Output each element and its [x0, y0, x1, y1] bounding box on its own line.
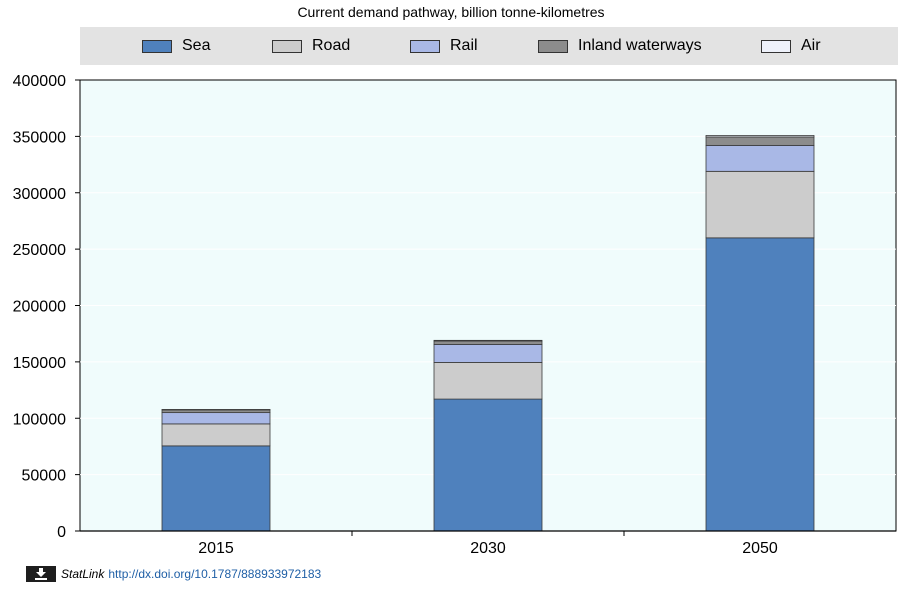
statlink-url[interactable]: http://dx.doi.org/10.1787/888933972183	[108, 567, 322, 581]
bar-road-2015	[161, 423, 271, 447]
legend-swatch-road	[272, 39, 302, 53]
bar-road-2030	[433, 362, 543, 400]
y-tick-label: 300000	[13, 186, 66, 203]
bar-road-2050	[705, 170, 815, 239]
legend-item-inland-waterways: Inland waterways	[538, 37, 702, 55]
legend-item-rail: Rail	[410, 37, 478, 55]
bar-air-2030	[433, 339, 543, 342]
bar-sea-2015	[161, 445, 271, 532]
legend-label-sea: Sea	[182, 37, 211, 54]
bar-inland-waterways-2050	[705, 136, 815, 146]
y-tick-label: 200000	[13, 299, 66, 316]
legend-item-air: Air	[761, 37, 821, 55]
x-tick-label: 2015	[198, 540, 234, 557]
bar-rail-2050	[705, 144, 815, 172]
legend-swatch-rail	[410, 39, 440, 53]
statlink: StatLink http://dx.doi.org/10.1787/88893…	[26, 565, 321, 583]
y-tick-label: 350000	[13, 129, 66, 146]
legend-swatch-sea	[142, 39, 172, 53]
legend-label-inland-waterways: Inland waterways	[578, 37, 702, 54]
bar-inland-waterways-2030	[433, 340, 543, 345]
legend-item-sea: Sea	[142, 37, 210, 55]
y-tick-label: 400000	[13, 73, 66, 90]
y-tick-label: 0	[57, 524, 66, 541]
y-tick-label: 250000	[13, 242, 66, 259]
chart-title: Current demand pathway, billion tonne-ki…	[297, 4, 605, 20]
bar-air-2015	[161, 409, 271, 411]
x-tick-label: 2030	[470, 540, 506, 557]
legend-label-air: Air	[801, 37, 821, 54]
y-tick-label: 50000	[22, 468, 67, 485]
y-tick-label: 150000	[13, 355, 66, 372]
legend-label-rail: Rail	[450, 37, 478, 54]
statlink-label: StatLink	[61, 567, 105, 581]
chart-legend: Sea Road Rail Inland waterways Air	[80, 27, 898, 65]
legend-swatch-air	[761, 39, 791, 53]
bar-rail-2030	[433, 343, 543, 363]
legend-item-road: Road	[272, 37, 350, 55]
bar-rail-2015	[161, 412, 271, 425]
legend-label-road: Road	[312, 37, 351, 54]
bar-sea-2050	[705, 237, 815, 532]
legend-swatch-inland-waterways	[538, 39, 568, 53]
y-tick-label: 100000	[13, 411, 66, 428]
bar-sea-2030	[433, 398, 543, 532]
x-tick-label: 2050	[742, 540, 778, 557]
download-icon[interactable]	[26, 566, 56, 582]
bar-air-2050	[705, 135, 815, 138]
